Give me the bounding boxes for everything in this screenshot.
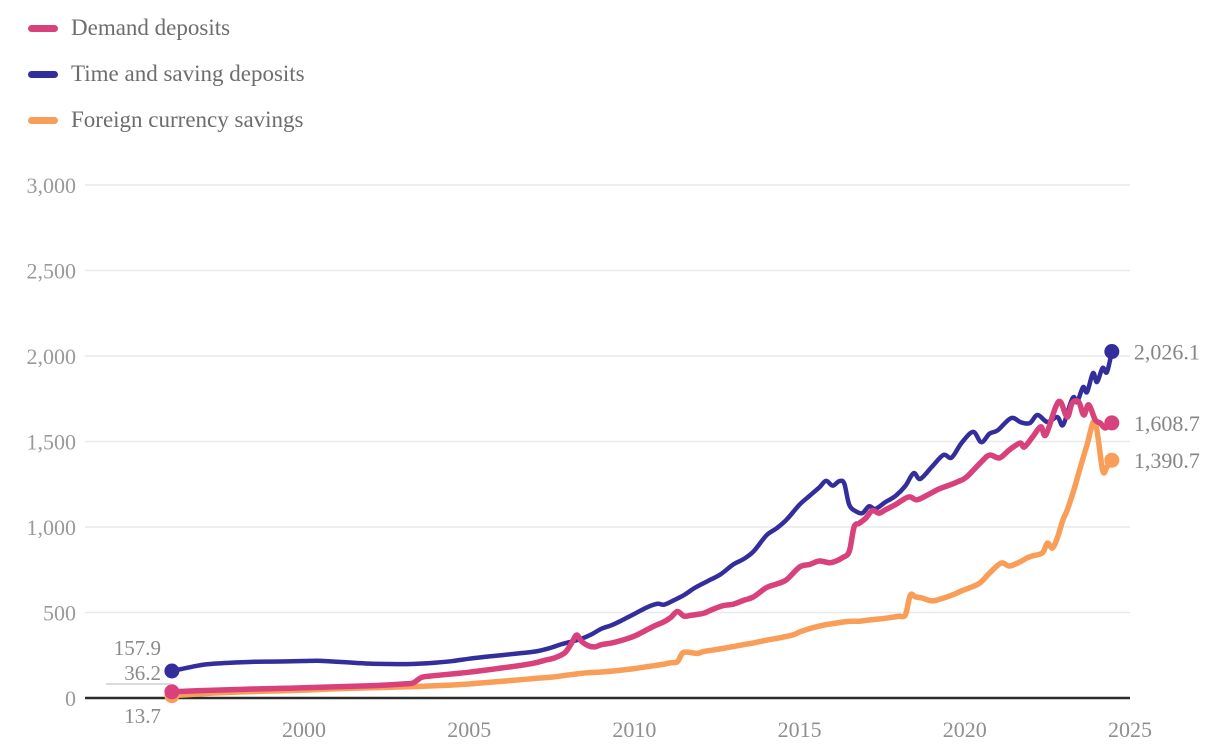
legend-item-0: Demand deposits	[28, 14, 305, 42]
series-start-value-foreign-currency-savings: 13.7	[124, 704, 161, 728]
y-axis-tick-label: 1,500	[27, 430, 77, 455]
x-axis-tick-label: 2025	[1108, 717, 1152, 742]
series-end-dot-time-and-saving-deposits	[1104, 344, 1120, 360]
series-start-dot-demand-deposits	[164, 684, 180, 700]
legend-swatch-icon	[28, 70, 58, 78]
x-axis-tick-label: 2015	[778, 717, 822, 742]
series-line-time-and-saving-deposits	[169, 349, 1115, 674]
y-axis-tick-label: 0	[65, 686, 76, 711]
y-axis-tick-label: 500	[43, 601, 76, 626]
x-axis-tick-label: 2020	[943, 717, 987, 742]
series-start-dot-time-and-saving-deposits	[164, 663, 180, 679]
series-end-dot-foreign-currency-savings	[1104, 452, 1120, 468]
legend-swatch-icon	[28, 116, 58, 124]
legend-item-2: Foreign currency savings	[28, 106, 305, 134]
series-end-value-demand-deposits: 1,608.7	[1134, 411, 1200, 436]
series-start-value-demand-deposits: 36.2	[124, 661, 161, 685]
series-line-demand-deposits	[169, 398, 1115, 695]
chart-legend: Demand deposits Time and saving deposits F…	[28, 14, 305, 152]
legend-swatch-icon	[28, 24, 58, 32]
legend-label: Demand deposits	[71, 15, 231, 40]
x-axis-tick-label: 2005	[447, 717, 491, 742]
y-axis-tick-label: 1,000	[27, 515, 77, 540]
legend-item-1: Time and saving deposits	[28, 60, 305, 88]
y-axis-tick-label: 3,000	[27, 173, 77, 198]
series-start-value-time-and-saving-deposits: 157.9	[114, 636, 161, 660]
y-axis-tick-label: 2,000	[27, 344, 77, 369]
series-end-value-time-and-saving-deposits: 2,026.1	[1134, 340, 1200, 365]
series-line-foreign-currency-savings	[169, 418, 1115, 699]
x-axis-tick-label: 2000	[282, 717, 326, 742]
y-axis-tick-label: 2,500	[27, 259, 77, 284]
series-end-value-foreign-currency-savings: 1,390.7	[1134, 448, 1200, 473]
legend-label: Time and saving deposits	[71, 61, 305, 86]
series-end-dot-demand-deposits	[1104, 415, 1120, 431]
x-axis-tick-label: 2010	[612, 717, 656, 742]
legend-label: Foreign currency savings	[71, 107, 304, 132]
